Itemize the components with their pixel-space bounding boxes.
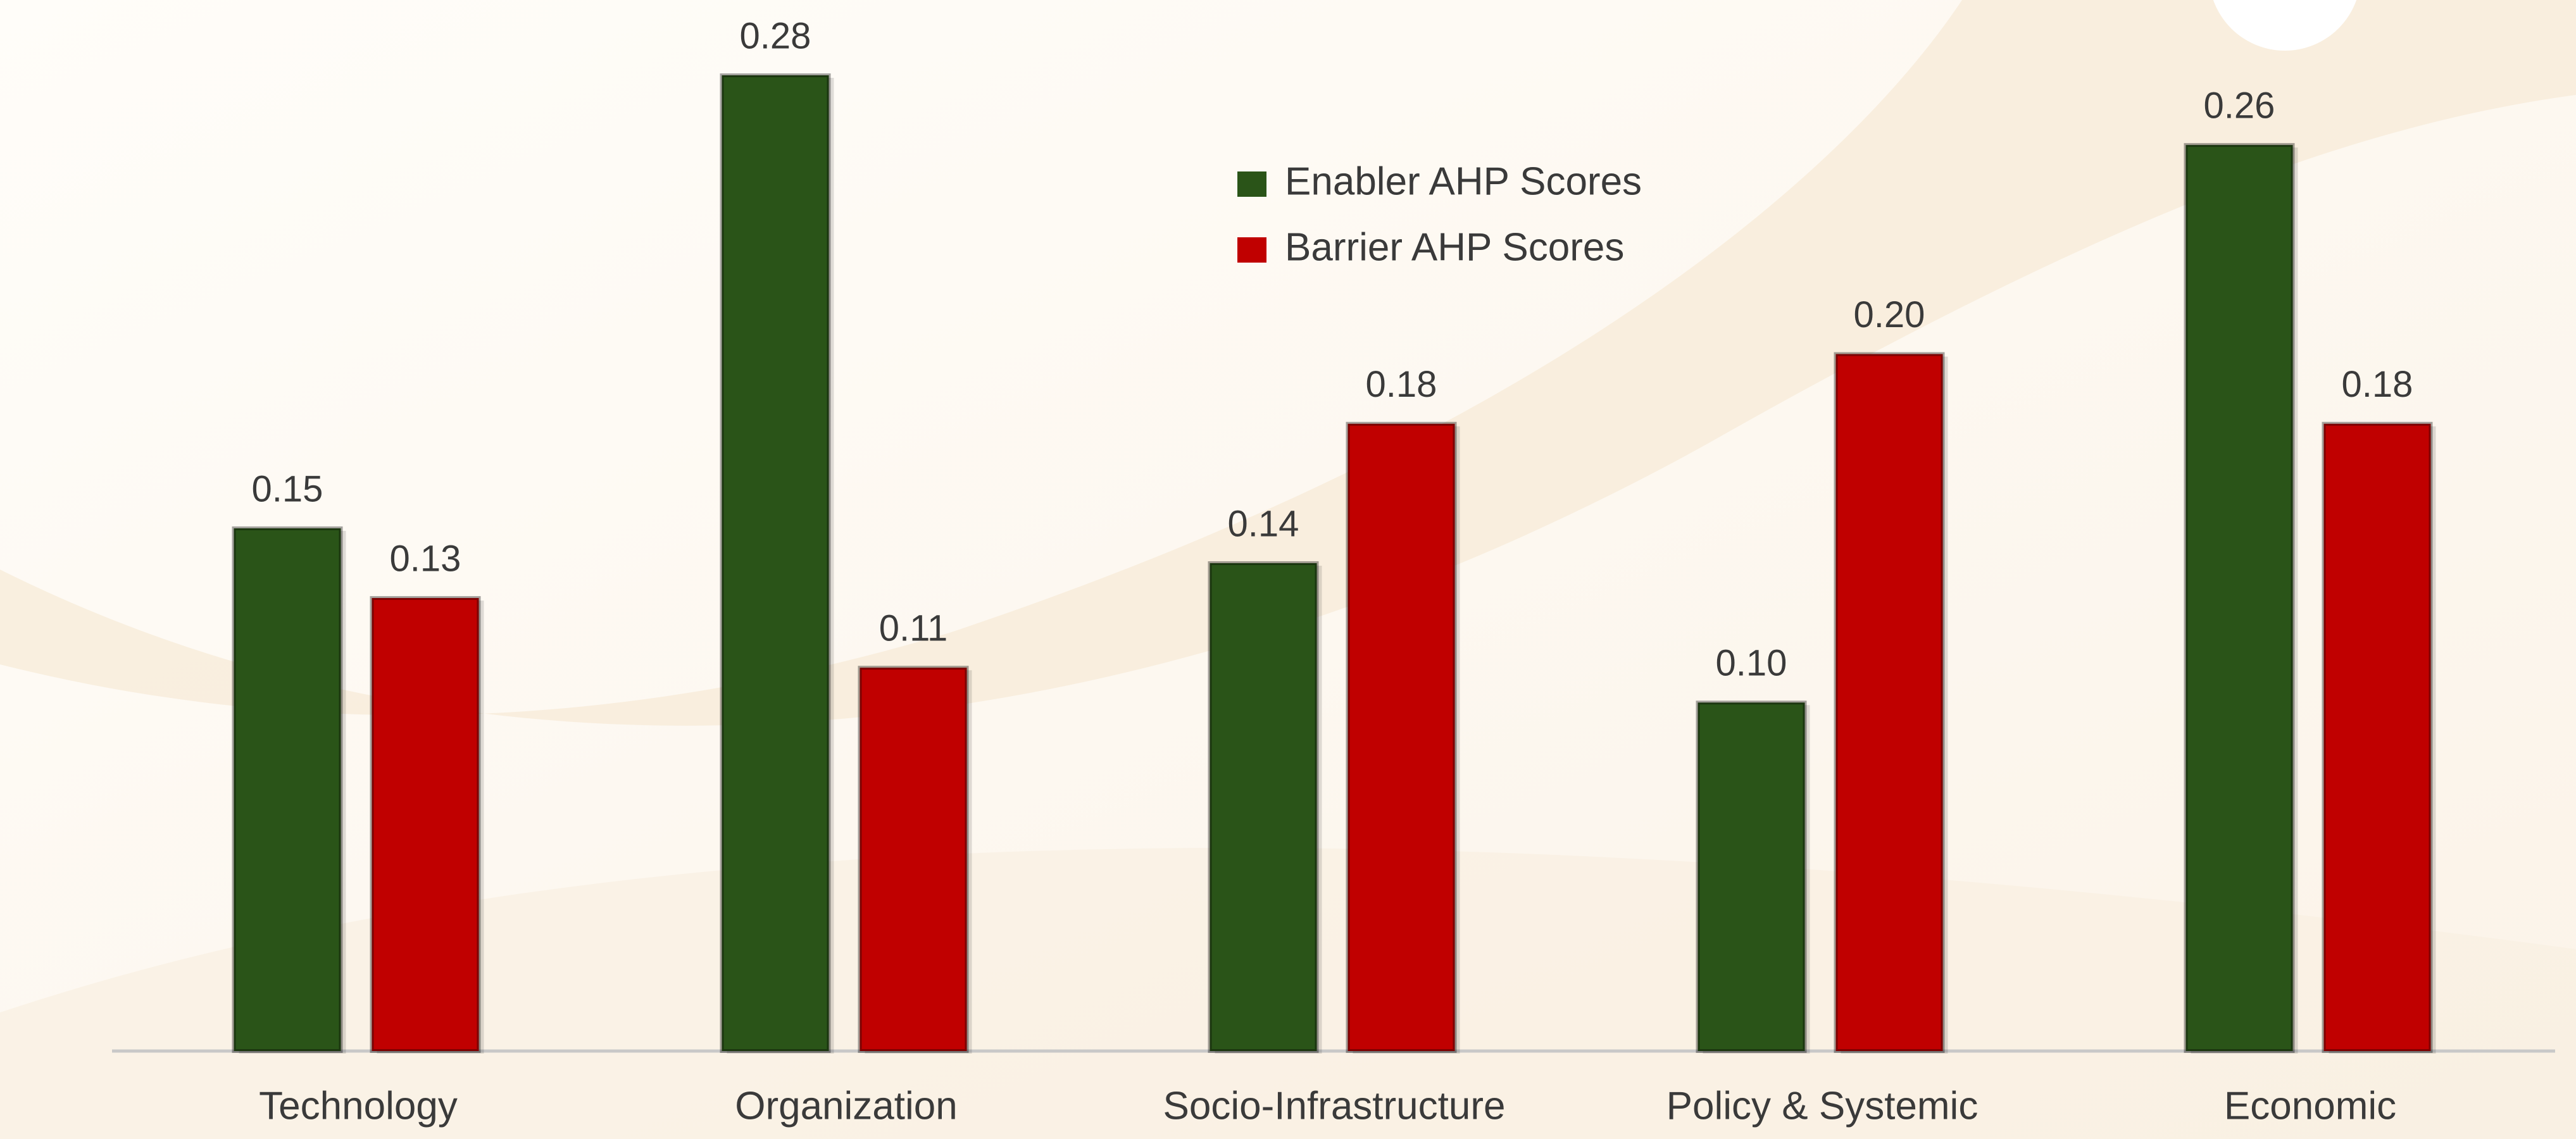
value-label: 0.14 — [1228, 503, 1299, 544]
bar — [232, 526, 343, 1053]
x-tick-label: Technology — [259, 1084, 458, 1128]
legend-swatch — [1237, 171, 1266, 197]
bar — [720, 73, 831, 1053]
value-label: 0.28 — [740, 15, 811, 56]
value-label: 0.26 — [2204, 85, 2275, 126]
value-label: 0.18 — [1366, 364, 1437, 405]
x-tick-label: Policy & Systemic — [1666, 1084, 1979, 1128]
bar — [1208, 561, 1319, 1053]
bar — [1346, 421, 1457, 1053]
bar — [858, 666, 969, 1053]
bar — [2322, 421, 2433, 1053]
value-label: 0.18 — [2342, 364, 2413, 405]
x-tick-label: Economic — [2224, 1084, 2396, 1128]
value-label: 0.13 — [390, 538, 461, 579]
value-label: 0.15 — [252, 468, 323, 509]
value-label: 0.20 — [1854, 294, 1925, 335]
logo — [2213, 0, 2357, 51]
value-label: 0.11 — [879, 608, 948, 649]
bar — [1834, 352, 1945, 1053]
bar — [370, 596, 481, 1053]
bar — [1696, 700, 1807, 1054]
legend-swatch — [1237, 237, 1266, 263]
legend-label: Barrier AHP Scores — [1285, 225, 1624, 269]
legend-label: Enabler AHP Scores — [1285, 159, 1642, 203]
x-tick-label: Organization — [735, 1084, 958, 1128]
x-tick-label: Socio-Infrastructure — [1163, 1084, 1506, 1128]
bar — [2184, 143, 2295, 1054]
value-label: 0.10 — [1716, 643, 1787, 684]
background-swirl — [0, 0, 2576, 726]
